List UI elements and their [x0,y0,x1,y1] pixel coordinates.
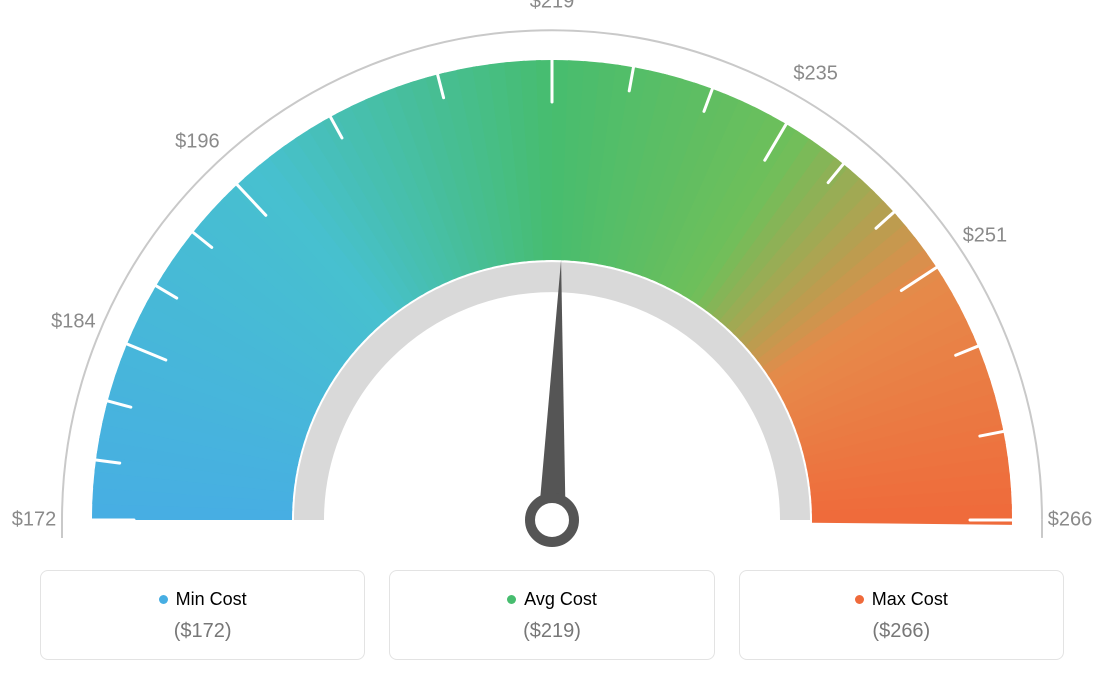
gauge-tick-label: $251 [963,224,1008,247]
gauge-tick-label: $172 [12,509,57,532]
legend-label-max: Max Cost [855,589,948,610]
legend-label-text: Max Cost [872,589,948,610]
legend-label-avg: Avg Cost [507,589,597,610]
gauge-tick-label: $219 [530,0,575,14]
gauge-tick-label: $266 [1048,509,1093,532]
legend-value-min: ($172) [51,620,354,643]
legend-row: Min Cost ($172) Avg Cost ($219) Max Cost… [0,570,1104,660]
dot-icon [507,595,516,604]
dot-icon [159,595,168,604]
legend-card-avg: Avg Cost ($219) [389,570,714,660]
legend-card-min: Min Cost ($172) [40,570,365,660]
legend-label-min: Min Cost [159,589,247,610]
gauge-chart: $172 $184 $196 $219 $235 $251 $266 [0,0,1104,560]
gauge-tick-label: $184 [51,310,96,333]
gauge-tick-label: $196 [175,131,220,154]
legend-label-text: Avg Cost [524,589,597,610]
legend-card-max: Max Cost ($266) [739,570,1064,660]
legend-label-text: Min Cost [176,589,247,610]
dot-icon [855,595,864,604]
legend-value-max: ($266) [750,620,1053,643]
legend-value-avg: ($219) [400,620,703,643]
gauge-svg [0,0,1104,560]
gauge-tick-label: $235 [793,63,838,86]
